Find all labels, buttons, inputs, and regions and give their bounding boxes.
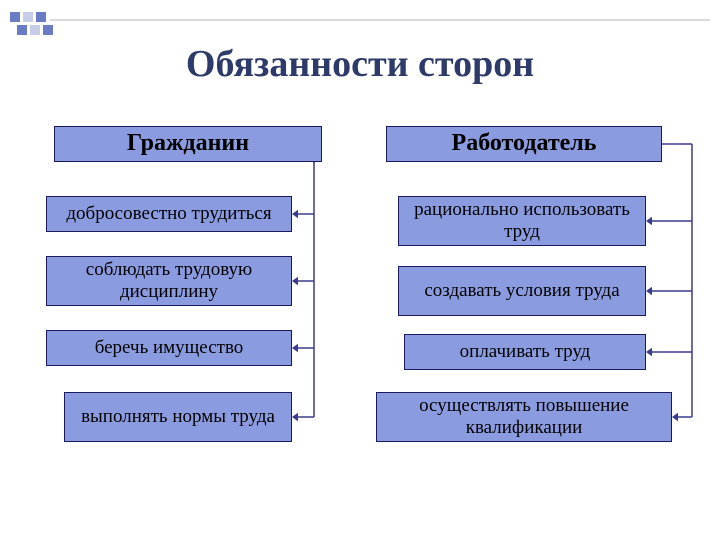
right-item-box: оплачивать труд	[404, 334, 646, 370]
left-item-label: выполнять нормы труда	[81, 406, 275, 428]
top-divider	[50, 19, 710, 21]
slide-title: Обязанности сторон	[0, 42, 720, 86]
decor-square	[10, 12, 20, 22]
left-item-label: соблюдать трудовую дисциплину	[51, 259, 287, 303]
right-item-box: рационально использовать труд	[398, 196, 646, 246]
right-item-box: осуществлять повышение квалификации	[376, 392, 672, 442]
decor-square	[30, 25, 40, 35]
right-item-label: рационально использовать труд	[403, 199, 641, 243]
decor-square	[36, 12, 46, 22]
right-header-box: Работодатель	[386, 126, 662, 162]
corner-decor-row1	[10, 12, 46, 22]
left-header-label: Гражданин	[127, 130, 249, 158]
decor-square	[43, 25, 53, 35]
left-item-box: выполнять нормы труда	[64, 392, 292, 442]
right-item-label: создавать условия труда	[424, 280, 619, 302]
left-item-box: добросовестно трудиться	[46, 196, 292, 232]
right-header-label: Работодатель	[452, 130, 597, 158]
decor-square	[17, 25, 27, 35]
left-item-label: добросовестно трудиться	[66, 203, 271, 225]
right-item-label: оплачивать труд	[460, 341, 591, 363]
left-header-box: Гражданин	[54, 126, 322, 162]
left-item-box: соблюдать трудовую дисциплину	[46, 256, 292, 306]
left-item-label: беречь имущество	[95, 337, 244, 359]
right-item-label: осуществлять повышение квалификации	[381, 395, 667, 439]
left-item-box: беречь имущество	[46, 330, 292, 366]
right-item-box: создавать условия труда	[398, 266, 646, 316]
decor-square	[23, 12, 33, 22]
corner-decor-row2	[17, 25, 53, 35]
